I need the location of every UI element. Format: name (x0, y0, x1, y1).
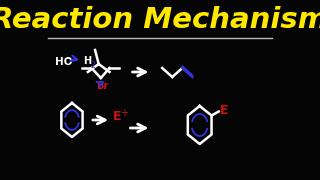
Text: −: − (64, 55, 71, 64)
Text: E: E (113, 111, 122, 123)
Text: Br: Br (97, 81, 109, 91)
Text: E: E (220, 104, 228, 117)
Text: HO: HO (55, 57, 72, 67)
Text: H: H (83, 56, 91, 66)
Text: 2: 2 (91, 60, 95, 69)
Text: Reaction Mechanism: Reaction Mechanism (0, 6, 320, 34)
Text: +: + (120, 108, 128, 118)
